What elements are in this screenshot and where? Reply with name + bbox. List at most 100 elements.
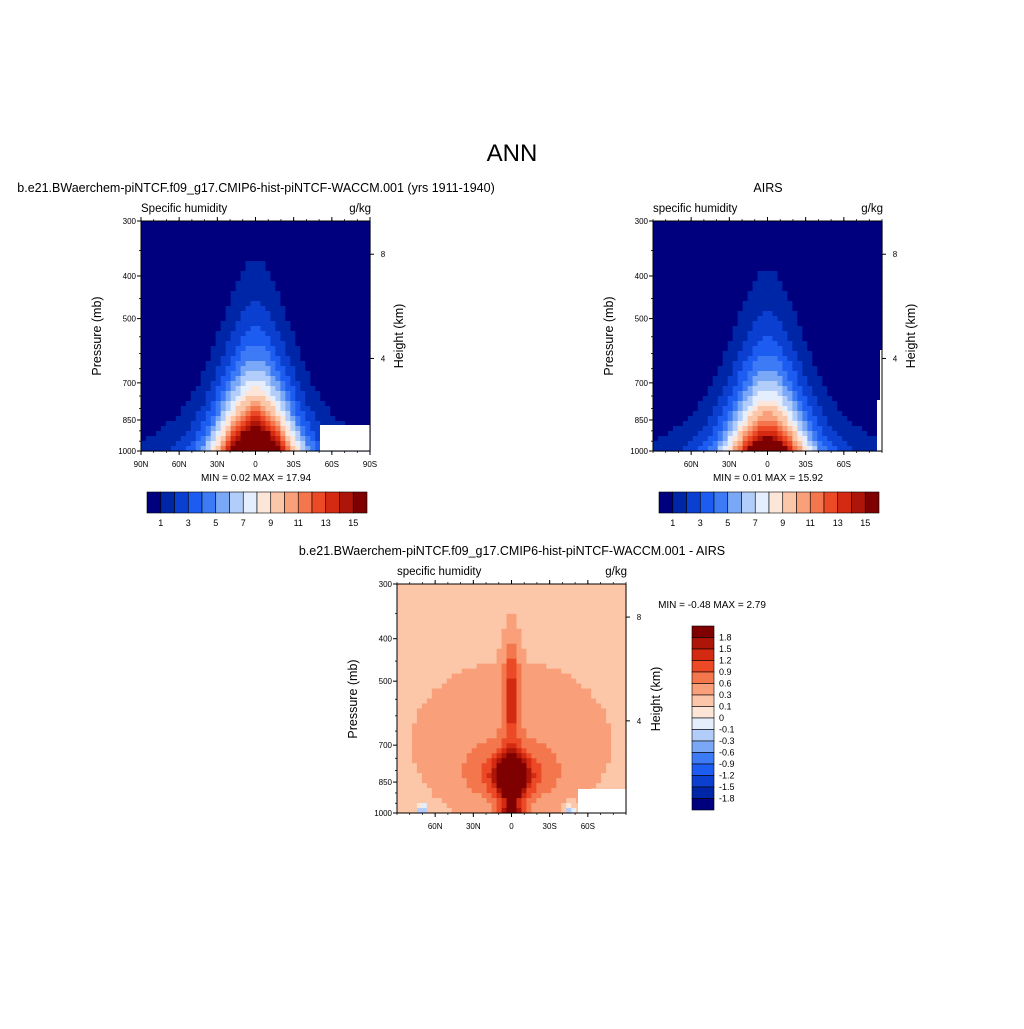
field-cell bbox=[718, 281, 724, 287]
field-cell bbox=[802, 401, 808, 407]
field-cell bbox=[827, 241, 833, 247]
field-cell bbox=[758, 286, 764, 292]
field-cell bbox=[442, 609, 448, 615]
field-cell bbox=[787, 316, 793, 322]
field-cell bbox=[502, 599, 508, 605]
field-cell bbox=[146, 371, 152, 377]
field-cell bbox=[663, 261, 669, 267]
field-cell bbox=[330, 396, 336, 402]
field-cell bbox=[221, 391, 227, 397]
field-cell bbox=[251, 356, 257, 362]
field-cell bbox=[236, 376, 242, 382]
field-cell bbox=[216, 306, 222, 312]
field-cell bbox=[683, 291, 689, 297]
field-cell bbox=[472, 634, 478, 640]
field-cell bbox=[653, 316, 659, 322]
field-cell bbox=[171, 236, 177, 242]
field-cell bbox=[360, 231, 366, 237]
field-cell bbox=[792, 256, 798, 262]
field-cell bbox=[827, 281, 833, 287]
field-cell bbox=[541, 599, 547, 605]
field-cell bbox=[360, 261, 366, 267]
field-cell bbox=[658, 331, 664, 337]
field-cell bbox=[156, 411, 162, 417]
field-cell bbox=[728, 266, 734, 272]
field-cell bbox=[141, 356, 147, 362]
field-cell bbox=[516, 624, 522, 630]
field-cell bbox=[340, 271, 346, 277]
field-cell bbox=[310, 396, 316, 402]
field-cell bbox=[211, 281, 217, 287]
field-cell bbox=[285, 431, 291, 437]
field-cell bbox=[507, 599, 513, 605]
field-cell bbox=[763, 266, 769, 272]
field-cell bbox=[862, 266, 868, 272]
field-cell bbox=[186, 261, 192, 267]
field-cell bbox=[432, 599, 438, 605]
field-cell bbox=[728, 416, 734, 422]
field-cell bbox=[787, 246, 793, 252]
field-cell bbox=[161, 301, 167, 307]
field-cell bbox=[581, 614, 587, 620]
field-cell bbox=[161, 296, 167, 302]
field-cell bbox=[792, 246, 798, 252]
field-cell bbox=[872, 381, 878, 387]
field-cell bbox=[802, 261, 808, 267]
panel-model-field bbox=[141, 221, 371, 452]
field-cell bbox=[812, 391, 818, 397]
field-cell bbox=[723, 356, 729, 362]
field-cell bbox=[653, 441, 659, 447]
field-cell bbox=[748, 301, 754, 307]
field-cell bbox=[280, 286, 286, 292]
field-cell bbox=[201, 251, 207, 257]
field-cell bbox=[777, 356, 783, 362]
field-cell bbox=[310, 226, 316, 232]
field-cell bbox=[325, 316, 331, 322]
field-cell bbox=[305, 386, 311, 392]
field-cell bbox=[407, 589, 413, 595]
field-cell bbox=[171, 351, 177, 357]
x-tick-label: 0 bbox=[765, 460, 770, 469]
y2-tick-label: 8 bbox=[381, 250, 386, 259]
field-cell bbox=[315, 331, 321, 337]
field-cell bbox=[330, 226, 336, 232]
field-cell bbox=[698, 301, 704, 307]
field-cell bbox=[531, 584, 537, 590]
field-cell bbox=[295, 361, 301, 367]
field-cell bbox=[206, 336, 212, 342]
field-cell bbox=[852, 431, 858, 437]
field-cell bbox=[852, 316, 858, 322]
field-cell bbox=[176, 261, 182, 267]
field-cell bbox=[191, 266, 197, 272]
field-cell bbox=[703, 306, 709, 312]
field-cell bbox=[718, 356, 724, 362]
field-cell bbox=[171, 431, 177, 437]
field-cell bbox=[678, 281, 684, 287]
field-cell bbox=[822, 391, 828, 397]
field-cell bbox=[270, 346, 276, 352]
field-cell bbox=[807, 326, 813, 332]
field-cell bbox=[355, 296, 361, 302]
field-cell bbox=[330, 381, 336, 387]
field-cell bbox=[457, 584, 463, 590]
field-cell bbox=[221, 291, 227, 297]
field-cell bbox=[216, 246, 222, 252]
field-cell bbox=[668, 346, 674, 352]
field-cell bbox=[802, 326, 808, 332]
field-cell bbox=[753, 316, 759, 322]
field-cell bbox=[688, 261, 694, 267]
field-cell bbox=[201, 376, 207, 382]
colorbar-swatch bbox=[257, 492, 271, 513]
field-cell bbox=[201, 426, 207, 432]
field-cell bbox=[857, 406, 863, 412]
field-cell bbox=[360, 366, 366, 372]
field-cell bbox=[663, 336, 669, 342]
field-cell bbox=[807, 416, 813, 422]
field-cell bbox=[151, 346, 157, 352]
field-cell bbox=[156, 281, 162, 287]
field-cell bbox=[186, 351, 192, 357]
field-cell bbox=[146, 411, 152, 417]
field-cell bbox=[226, 431, 232, 437]
field-cell bbox=[355, 376, 361, 382]
field-cell bbox=[832, 351, 838, 357]
